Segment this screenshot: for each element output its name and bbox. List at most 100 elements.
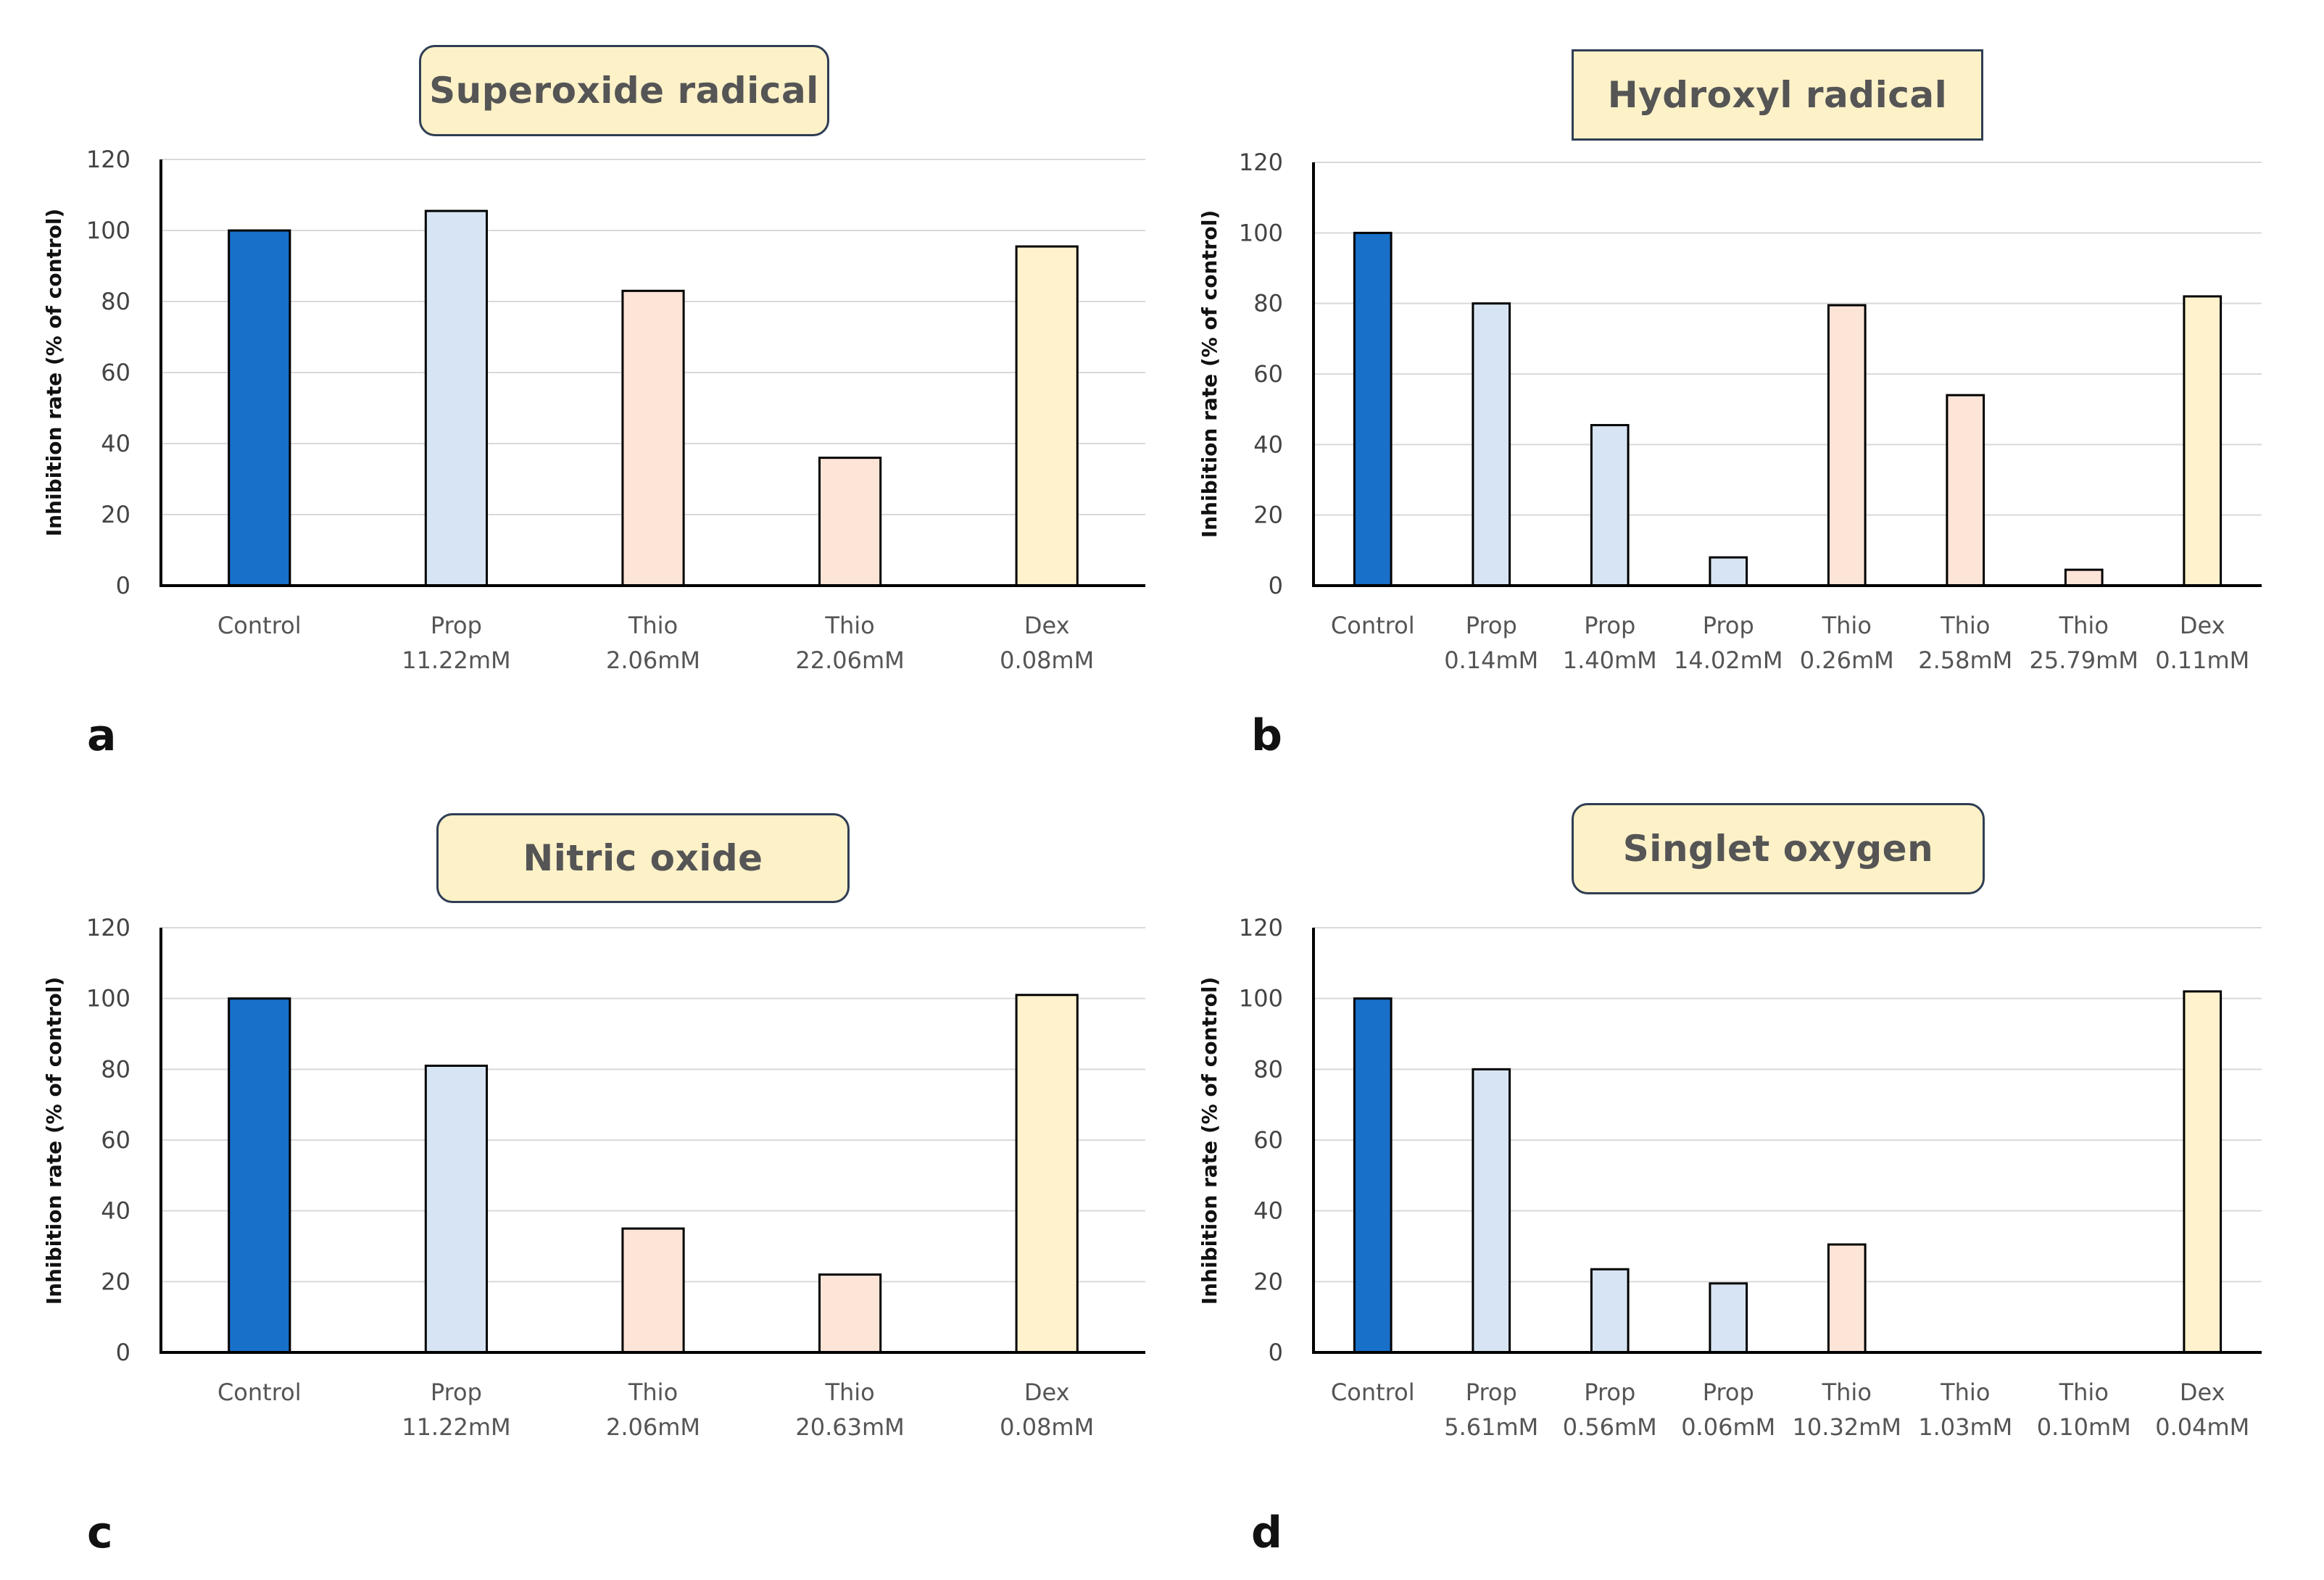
y-tick-label: 0 bbox=[1269, 572, 1283, 599]
y-tick-label: 20 bbox=[101, 501, 130, 528]
x-category-sublabel: 1.40mM bbox=[1563, 646, 1657, 674]
x-category-label: Thio bbox=[628, 1379, 678, 1406]
bar-thio bbox=[2064, 568, 2104, 587]
x-category-sublabel: 14.02mM bbox=[1674, 646, 1783, 674]
y-tick-label: 80 bbox=[1253, 1055, 1283, 1083]
x-category-label: Control bbox=[1331, 1379, 1415, 1406]
chart-c-svg: 0 20 40 60 80 100 120 Inhibition rate (% of con… bbox=[42, 914, 1145, 1441]
chart-a-svg: 0 20 40 60 80 100 120 Inhibition rate (% of con… bbox=[42, 146, 1145, 674]
chart-a-title: Superoxide radical bbox=[419, 45, 829, 136]
y-axis-label: Inhibition rate (% of control) bbox=[42, 977, 66, 1305]
x-category-label: Dex bbox=[1024, 1379, 1070, 1406]
bar-thio bbox=[818, 457, 882, 587]
x-category-sublabel: 0.14mM bbox=[1444, 646, 1538, 674]
chart-panel-c: 0 20 40 60 80 100 120 Inhibition rate (% of con… bbox=[0, 790, 1160, 1580]
y-tick-label: 20 bbox=[1253, 1268, 1283, 1295]
x-category-sublabel: 0.04mM bbox=[2155, 1413, 2249, 1441]
x-category-label: Prop bbox=[431, 1379, 482, 1406]
y-tick-label: 20 bbox=[1253, 502, 1283, 529]
y-tick-label: 40 bbox=[1253, 431, 1283, 458]
bar-thio bbox=[1946, 394, 1985, 587]
bar-prop bbox=[424, 1064, 488, 1354]
x-category-sublabel: 5.61mM bbox=[1444, 1413, 1538, 1441]
x-category-label: Thio bbox=[2059, 612, 2109, 639]
chart-panel-a: 0 20 40 60 80 100 120 Inhibition rate (% of con… bbox=[0, 0, 1160, 790]
bar-prop bbox=[1472, 302, 1511, 587]
x-category-label: Prop bbox=[431, 612, 482, 639]
x-category-label: Thio bbox=[628, 612, 678, 639]
panel-label-d: d bbox=[1251, 1508, 1282, 1558]
x-category-sublabel: 1.03mM bbox=[1918, 1413, 2012, 1441]
x-category-sublabel: 0.11mM bbox=[2155, 646, 2249, 674]
y-tick-label: 80 bbox=[101, 288, 130, 315]
y-tick-label: 60 bbox=[1253, 1126, 1283, 1154]
bar-prop bbox=[424, 209, 488, 587]
y-tick-label: 0 bbox=[1269, 1339, 1283, 1366]
bar-thio bbox=[621, 289, 685, 587]
x-category-label: Thio bbox=[824, 1379, 874, 1406]
bar-dex bbox=[1015, 245, 1079, 587]
x-category-label: Dex bbox=[2180, 1379, 2225, 1406]
chart-panel-d: 0 20 40 60 80 100 120 Inhibition rate (% of con… bbox=[1160, 790, 2320, 1580]
bar-control bbox=[228, 229, 291, 587]
bar-prop bbox=[1709, 1282, 1748, 1354]
x-category-label: Control bbox=[217, 1379, 302, 1406]
x-category-sublabel: 25.79mM bbox=[2030, 646, 2138, 674]
bar-prop bbox=[1590, 424, 1630, 587]
y-axis-label: Inhibition rate (% of control) bbox=[1198, 977, 1221, 1305]
y-tick-label: 60 bbox=[101, 1126, 130, 1154]
x-category-label: Thio bbox=[2059, 1379, 2109, 1406]
chart-b-title: Hydroxyl radical bbox=[1572, 49, 1983, 141]
y-tick-label: 120 bbox=[86, 914, 130, 941]
y-tick-label: 100 bbox=[1239, 219, 1283, 246]
y-tick-label: 20 bbox=[101, 1268, 130, 1295]
y-tick-label: 60 bbox=[1253, 360, 1283, 388]
x-category-label: Dex bbox=[1024, 612, 1070, 639]
x-category-sublabel: 0.56mM bbox=[1563, 1413, 1657, 1441]
x-category-sublabel: 11.22mM bbox=[402, 1413, 510, 1441]
y-tick-label: 120 bbox=[1239, 149, 1283, 176]
x-category-sublabel: 0.26mM bbox=[1800, 646, 1894, 674]
x-category-label: Prop bbox=[1466, 612, 1517, 639]
y-tick-label: 40 bbox=[1253, 1197, 1283, 1225]
x-category-label: Prop bbox=[1584, 1379, 1635, 1406]
x-category-sublabel: 0.06mM bbox=[1681, 1413, 1775, 1441]
bar-thio bbox=[621, 1227, 685, 1354]
x-category-sublabel: 10.32mM bbox=[1793, 1413, 1901, 1441]
y-axis-label: Inhibition rate (% of control) bbox=[1198, 210, 1221, 539]
x-category-sublabel: 22.06mM bbox=[795, 646, 904, 674]
y-tick-label: 40 bbox=[101, 430, 130, 457]
y-tick-label: 100 bbox=[86, 985, 130, 1013]
chart-d-svg: 0 20 40 60 80 100 120 Inhibition rate (% of con… bbox=[1198, 914, 2262, 1441]
panel-label-a: a bbox=[87, 710, 117, 761]
bar-dex bbox=[1015, 994, 1079, 1354]
bar-prop bbox=[1590, 1268, 1630, 1354]
x-category-sublabel: 11.22mM bbox=[402, 646, 510, 674]
x-category-sublabel: 0.08mM bbox=[1000, 1413, 1094, 1441]
panel-label-b: b bbox=[1251, 710, 1282, 761]
y-tick-label: 100 bbox=[1239, 985, 1283, 1013]
x-category-label: Prop bbox=[1703, 612, 1754, 639]
panel-label-c: c bbox=[87, 1508, 113, 1558]
y-tick-label: 60 bbox=[101, 359, 130, 386]
bar-thio bbox=[1827, 1243, 1867, 1354]
bar-dex bbox=[2183, 295, 2223, 587]
y-tick-label: 0 bbox=[116, 572, 130, 599]
chart-c-title: Nitric oxide bbox=[436, 813, 850, 903]
chart-b-svg: 0 20 40 60 80 100 120 Inhibition rate (% of con… bbox=[1198, 149, 2262, 674]
x-category-label: Prop bbox=[1466, 1379, 1517, 1406]
bar-prop bbox=[1709, 556, 1748, 587]
x-category-label: Thio bbox=[824, 612, 874, 639]
bar-control bbox=[228, 997, 291, 1354]
chart-panel-b: 0 20 40 60 80 100 120 Inhibition rate (% of con… bbox=[1160, 0, 2320, 790]
x-category-label: Prop bbox=[1584, 612, 1635, 639]
bar-prop bbox=[1472, 1068, 1511, 1354]
y-tick-label: 40 bbox=[101, 1197, 130, 1225]
x-category-sublabel: 0.08mM bbox=[1000, 646, 1094, 674]
y-tick-label: 80 bbox=[1253, 290, 1283, 317]
x-category-sublabel: 2.06mM bbox=[606, 646, 700, 674]
x-category-label: Dex bbox=[2180, 612, 2225, 639]
y-tick-label: 80 bbox=[101, 1055, 130, 1083]
x-category-label: Control bbox=[1331, 612, 1415, 639]
x-category-label: Thio bbox=[1822, 612, 1872, 639]
